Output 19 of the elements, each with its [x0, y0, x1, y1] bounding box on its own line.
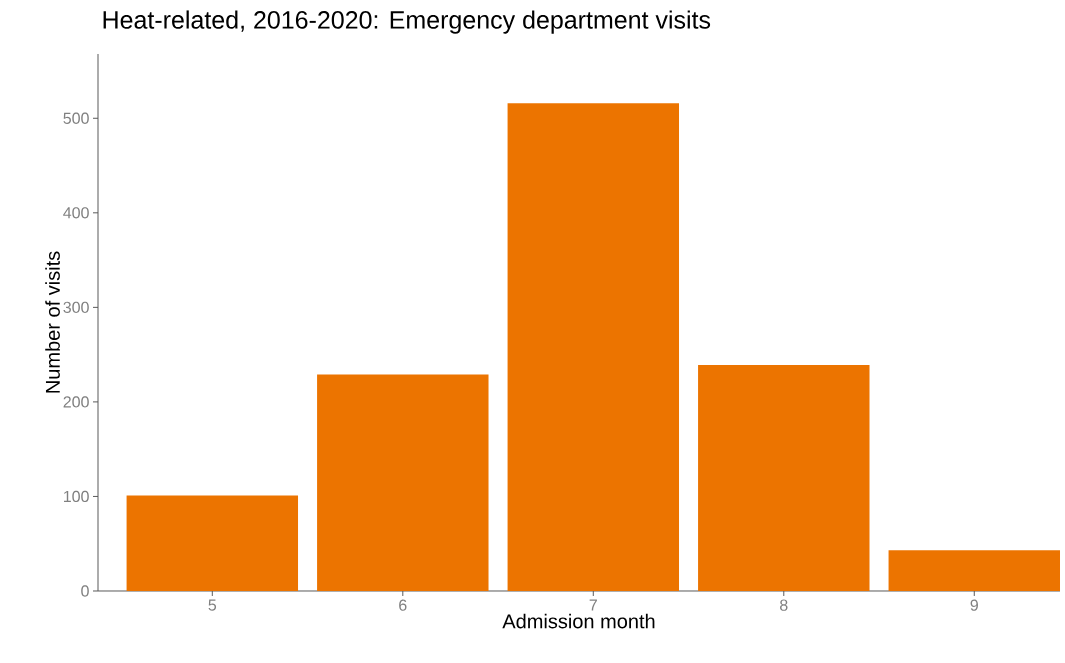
y-tick-label: 0	[81, 585, 89, 597]
bar	[317, 374, 489, 591]
x-tick-label: 6	[399, 599, 407, 611]
y-tick-label: 100	[64, 490, 89, 503]
x-tick-label: 5	[208, 599, 217, 611]
bar	[507, 103, 680, 591]
bar	[698, 365, 870, 591]
y-tick-label: 400	[63, 207, 89, 219]
bar	[126, 495, 299, 591]
x-axis-title: Admission month	[502, 613, 655, 629]
x-tick-label: 9	[970, 599, 978, 611]
y-axis-title: Number of visits	[45, 251, 60, 393]
bar	[888, 550, 1061, 591]
x-tick-label: 7	[589, 599, 597, 611]
chart-title: Heat-related, 2016-2020: Emergency department visits	[103, 10, 711, 34]
y-tick-label: 300	[63, 301, 89, 314]
y-tick-label: 500	[63, 112, 89, 124]
x-tick-label: 8	[780, 599, 788, 611]
y-tick-label: 200	[63, 396, 89, 408]
